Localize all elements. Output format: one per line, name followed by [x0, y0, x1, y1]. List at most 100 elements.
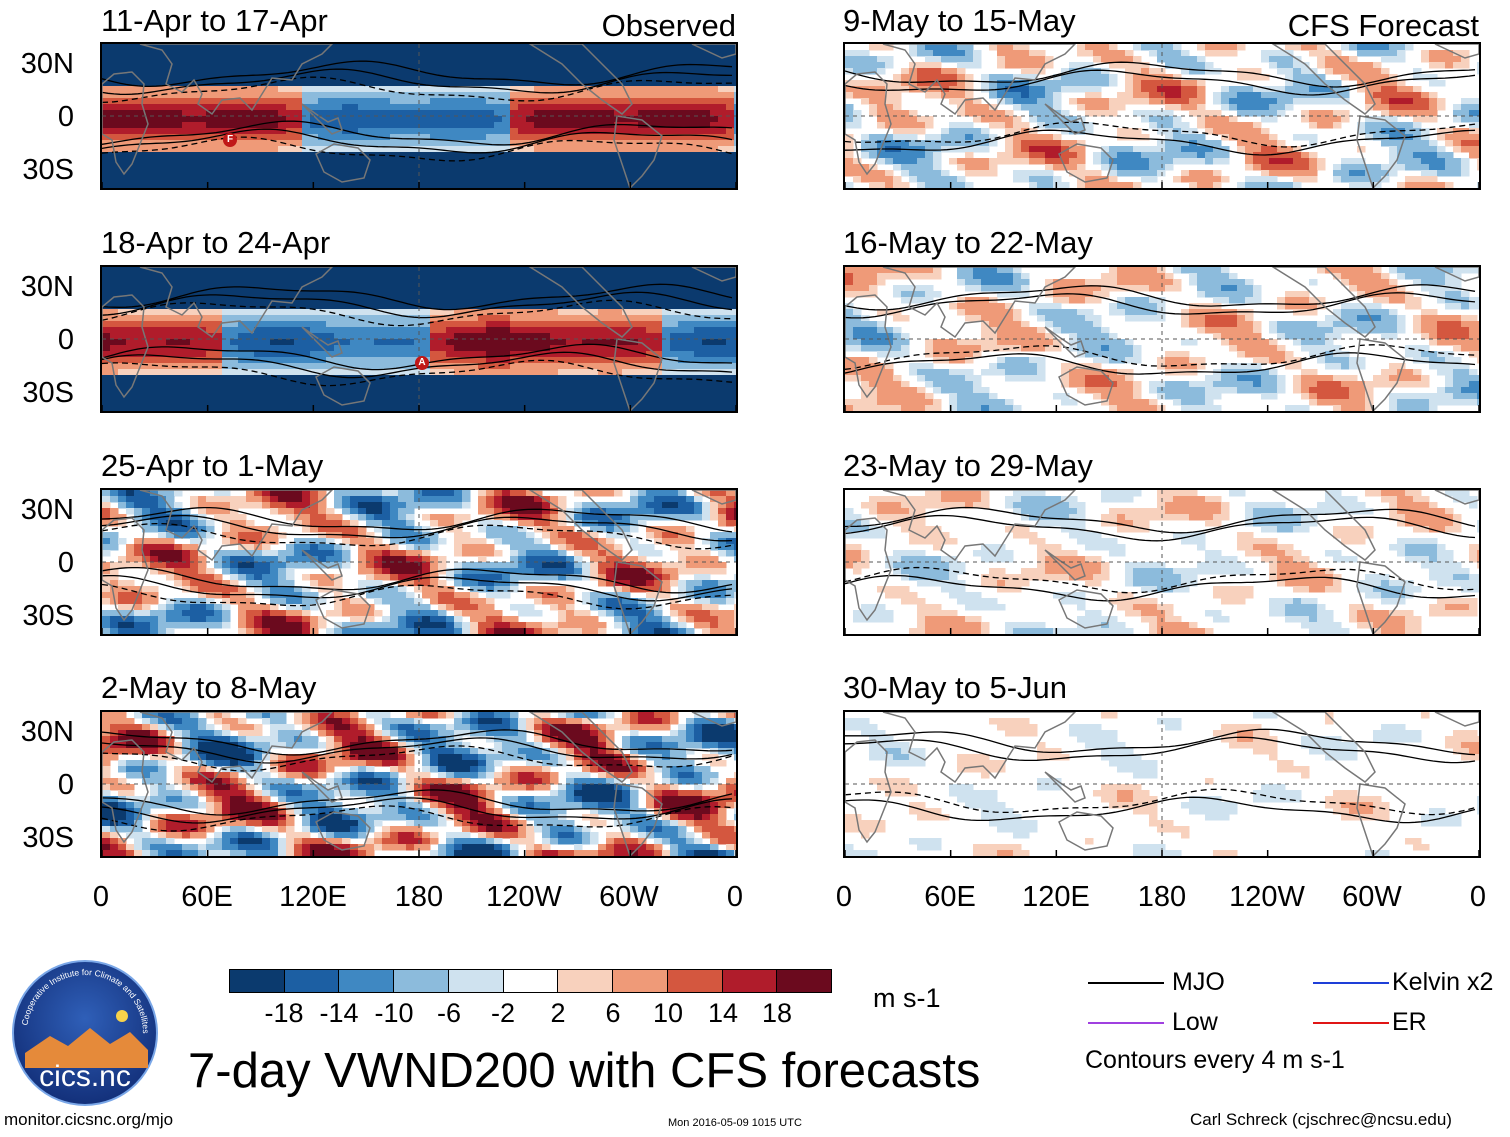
wind-cell: [734, 357, 736, 364]
wind-cell: [734, 399, 736, 406]
wind-cell: [662, 152, 671, 159]
wind-cell: [134, 550, 143, 557]
wind-cell: [278, 158, 287, 165]
wind-cell: [142, 393, 151, 400]
wind-cell: [206, 44, 215, 51]
wind-cell: [294, 279, 303, 286]
wind-cell: [414, 285, 423, 292]
wind-cell: [286, 393, 295, 400]
wind-cell: [254, 273, 263, 280]
wind-cell: [382, 279, 391, 286]
wind-cell: [446, 315, 455, 322]
wind-cell: [454, 387, 463, 394]
wind-cell: [478, 122, 487, 129]
wind-cell: [374, 357, 383, 364]
wind-cell: [566, 134, 575, 141]
wind-cell: [254, 164, 263, 171]
wind-cell: [462, 405, 471, 411]
wind-cell: [630, 170, 639, 177]
wind-cell: [102, 158, 111, 165]
wind-cell: [670, 104, 679, 111]
wind-cell: [678, 50, 687, 57]
wind-cell: [142, 321, 151, 328]
wind-cell: [390, 568, 399, 575]
wind-cell: [622, 574, 631, 581]
wind-cell: [566, 152, 575, 159]
coastline: [528, 44, 633, 115]
wind-cell: [230, 170, 239, 177]
wind-cell: [558, 74, 567, 81]
wind-cell: [622, 279, 631, 286]
wind-cell: [542, 309, 551, 316]
wind-cell: [694, 363, 703, 370]
wind-cell: [310, 128, 319, 135]
coastline: [613, 115, 663, 188]
wind-cell: [246, 490, 255, 497]
wind-cell: [446, 399, 455, 406]
wind-cell: [582, 92, 591, 99]
wind-cell: [526, 387, 535, 394]
wind-cell: [198, 562, 207, 569]
wind-cell: [614, 134, 623, 141]
wind-cell: [206, 315, 215, 322]
wind-cell: [126, 309, 135, 316]
wind-cell: [118, 399, 127, 406]
wind-cell: [342, 291, 351, 298]
wind-cell: [286, 86, 295, 93]
wind-cell: [734, 339, 736, 346]
wind-cell: [198, 74, 207, 81]
wind-cell: [102, 152, 111, 159]
wind-cell: [398, 339, 407, 346]
wind-cell: [254, 146, 263, 153]
wind-cell: [550, 496, 559, 503]
wind-cell: [374, 56, 383, 63]
wind-cell: [510, 399, 519, 406]
wind-cell: [246, 182, 255, 188]
wind-cell: [294, 375, 303, 382]
wind-cell: [302, 381, 311, 388]
wind-cell: [278, 580, 287, 587]
wind-cell: [502, 297, 511, 304]
wind-cell: [734, 405, 736, 411]
wind-cell: [422, 74, 431, 81]
wind-cell: [686, 496, 695, 503]
wind-cell: [278, 44, 287, 51]
wind-cell: [606, 50, 615, 57]
wind-cell: [662, 526, 671, 533]
wind-cell: [342, 134, 351, 141]
wind-cell: [222, 580, 231, 587]
wind-cell: [694, 291, 703, 298]
wind-cell: [686, 508, 695, 515]
wind-cell: [446, 164, 455, 171]
wind-cell: [638, 110, 647, 117]
wind-cell: [486, 532, 495, 539]
wind-cell: [630, 267, 639, 274]
wind-cell: [726, 550, 735, 557]
wind-cell: [350, 387, 359, 394]
wind-cell: [118, 128, 127, 135]
wind-cell: [262, 345, 271, 352]
wind-cell: [462, 345, 471, 352]
wind-cell: [710, 140, 719, 147]
wind-cell: [502, 146, 511, 153]
wind-cell: [406, 285, 415, 292]
wind-cell: [446, 490, 455, 497]
wind-cell: [406, 309, 415, 316]
wind-cell: [566, 399, 575, 406]
wind-cell: [702, 291, 711, 298]
wind-cell: [102, 110, 111, 117]
wind-cell: [110, 538, 119, 545]
wind-cell: [374, 568, 383, 575]
wind-cell: [534, 128, 543, 135]
wind-cell: [494, 176, 503, 183]
wind-cell: [718, 44, 727, 51]
wind-cell: [670, 309, 679, 316]
wind-cell: [254, 110, 263, 117]
wind-cell: [710, 128, 719, 135]
wind-cell: [734, 134, 736, 141]
wind-cell: [486, 285, 495, 292]
wind-cell: [462, 44, 471, 51]
wind-cell: [110, 68, 119, 75]
wind-cell: [454, 86, 463, 93]
wind-cell: [734, 490, 736, 497]
